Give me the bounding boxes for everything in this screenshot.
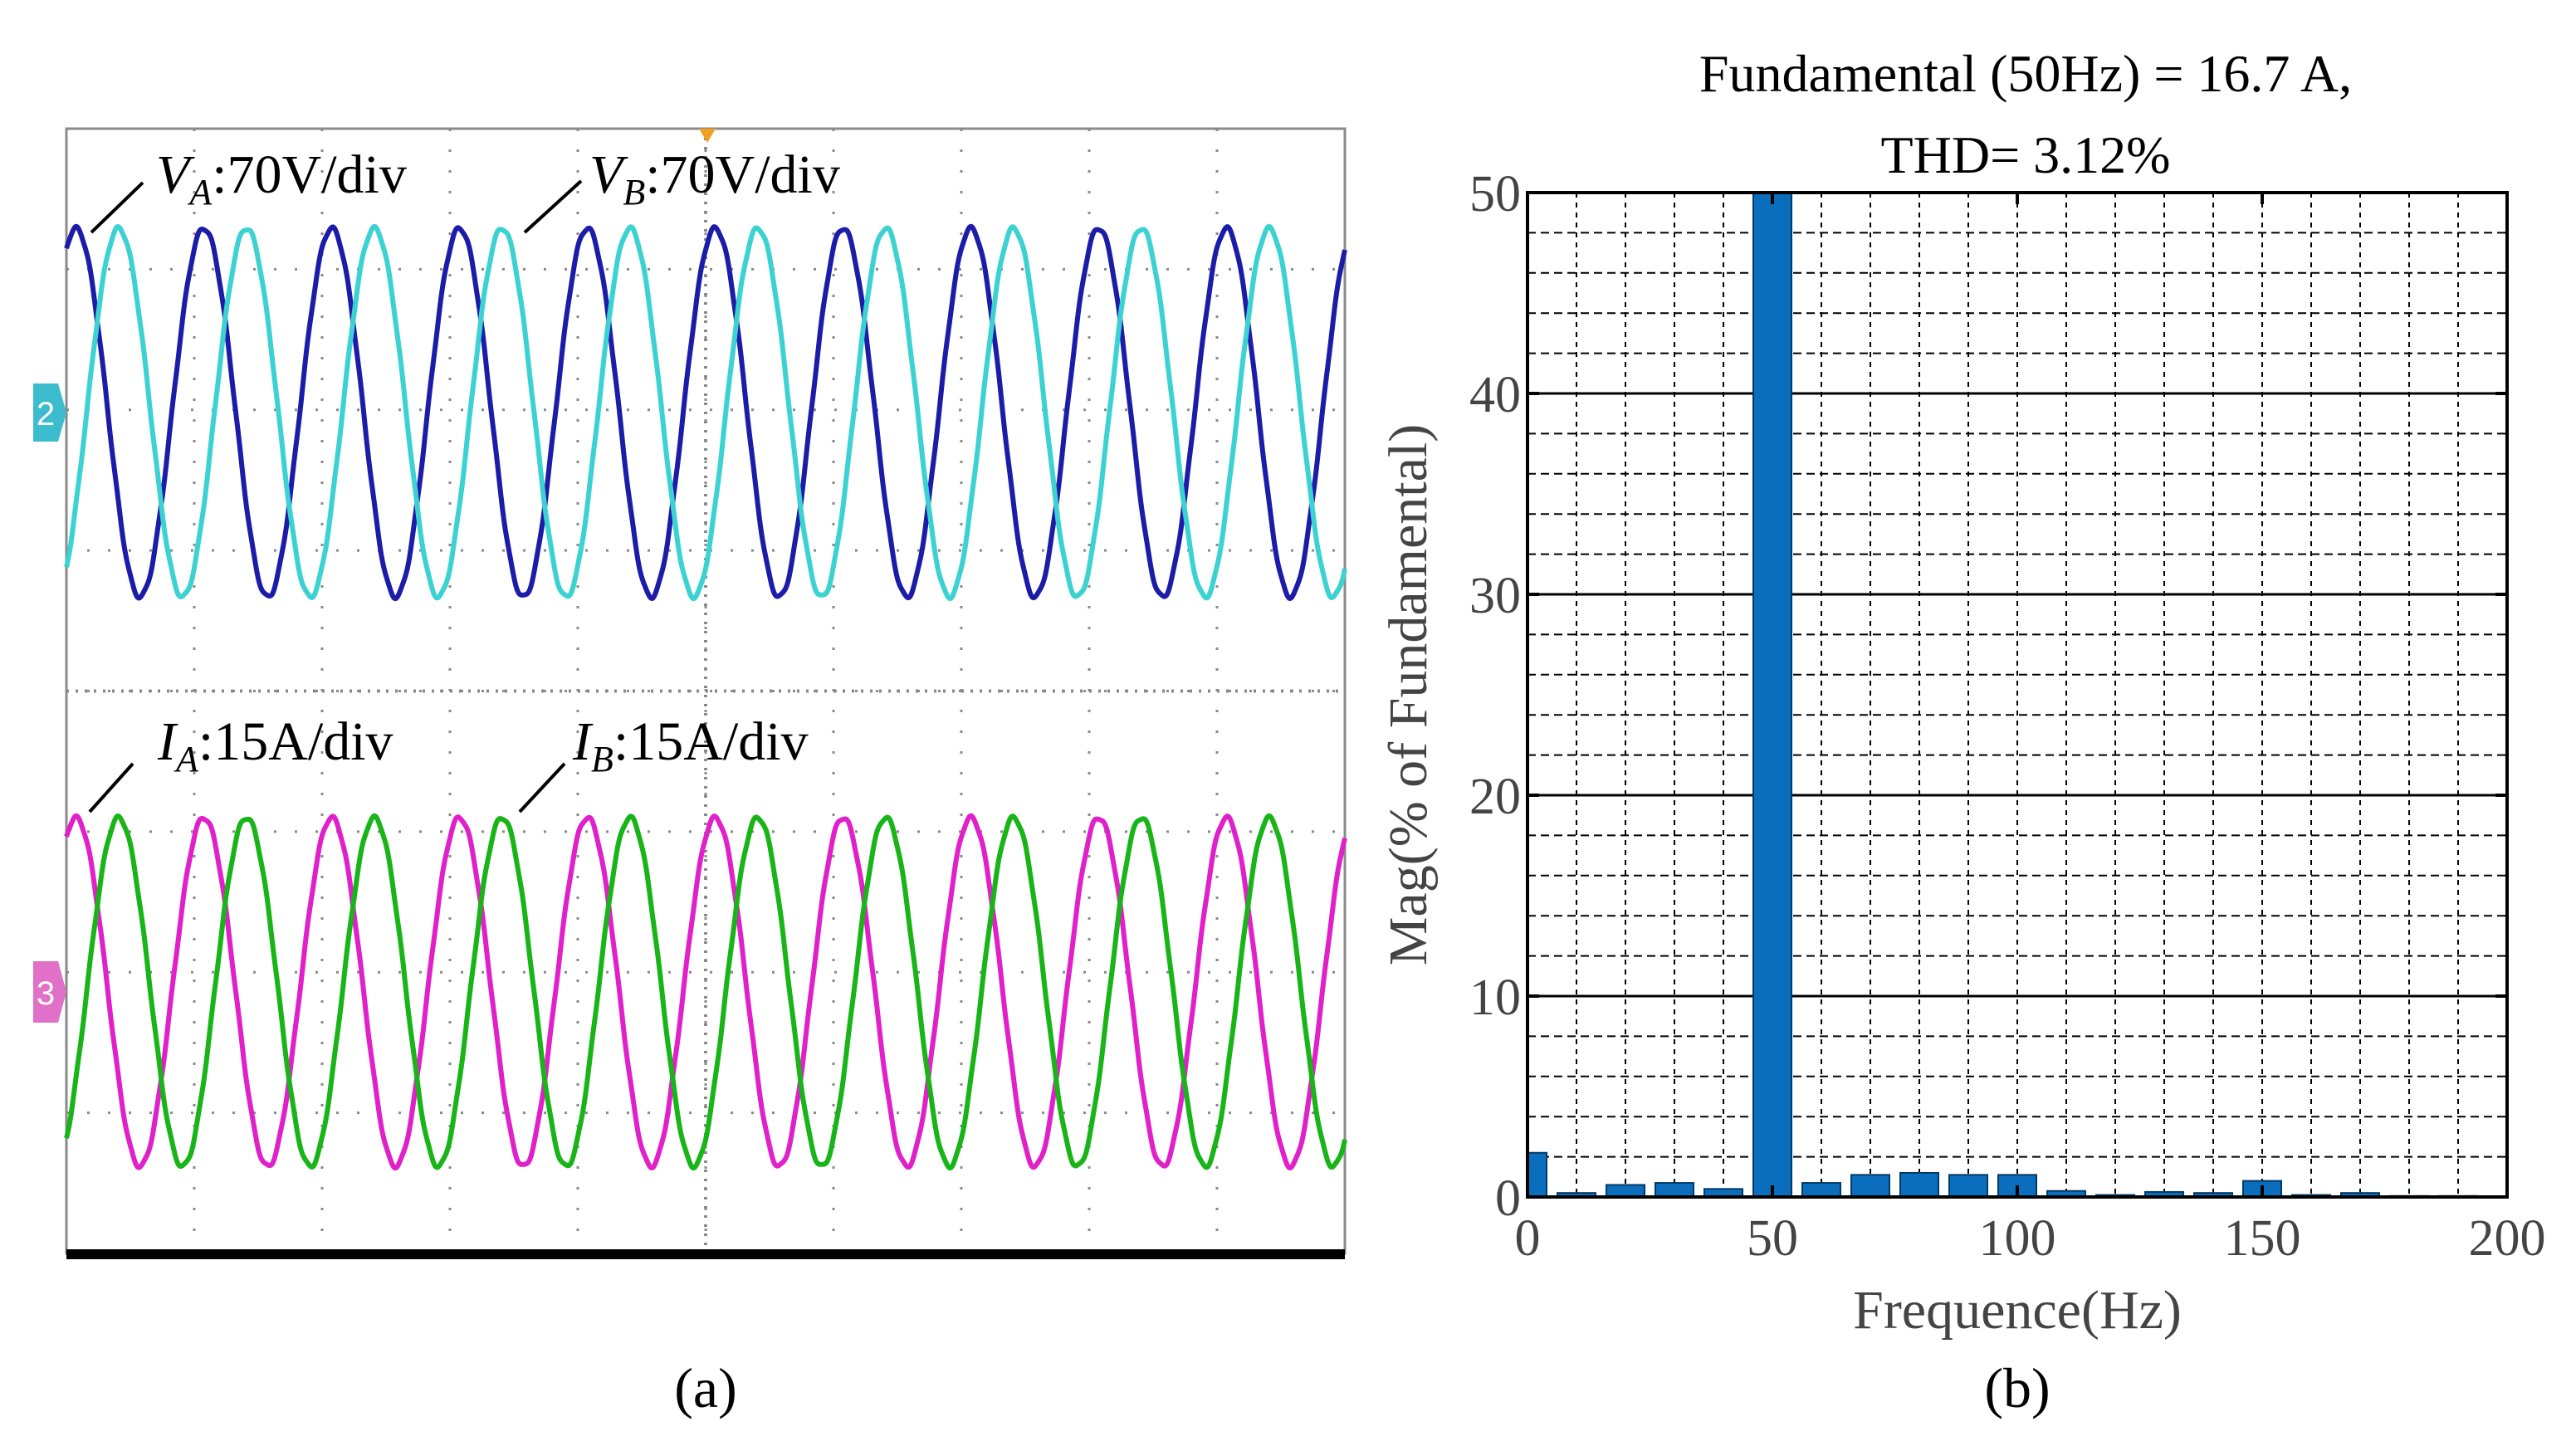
chart-bar bbox=[1654, 1182, 1695, 1199]
ia-leader-line bbox=[88, 762, 134, 813]
chart-bar bbox=[1850, 1174, 1891, 1199]
panel-a-caption: (a) bbox=[674, 1356, 736, 1419]
chart-ytick-label: 50 bbox=[1469, 166, 1521, 222]
chart-ytick-label: 40 bbox=[1469, 367, 1521, 423]
ib-waveform bbox=[64, 813, 1347, 1171]
chart-bar bbox=[1752, 192, 1793, 1198]
chart-xtick-label: 50 bbox=[1747, 1210, 1798, 1267]
chart-bar bbox=[1948, 1174, 1989, 1199]
chart-title-line1: Fundamental (50Hz) = 16.7 A, bbox=[1699, 44, 2352, 103]
chart-bar bbox=[1899, 1171, 1940, 1198]
ib-leader-line bbox=[518, 762, 566, 813]
chart-ytick-label: 20 bbox=[1469, 769, 1521, 825]
fft-chart-panel: Fundamental (50Hz) = 16.7 A, THD= 3.12% … bbox=[1378, 44, 2546, 1419]
scope-bottom-bar bbox=[66, 1249, 1345, 1259]
va-label: VA:70V/div bbox=[156, 144, 407, 213]
ia-label: IA:15A/div bbox=[157, 711, 393, 779]
chart-bar bbox=[1605, 1184, 1646, 1198]
vb-label: VB:70V/div bbox=[589, 144, 840, 213]
va-leader-line bbox=[90, 181, 144, 234]
channel-3-marker: 3 bbox=[33, 961, 66, 1023]
svg-text:3: 3 bbox=[37, 975, 55, 1012]
ib-label: IB:15A/div bbox=[572, 711, 809, 779]
chart-xlabel: Frequence(Hz) bbox=[1853, 1280, 2182, 1341]
chart-ylabel: Mag(% of Fundamental) bbox=[1378, 424, 1439, 966]
channel-2-marker: 2 bbox=[33, 383, 66, 442]
chart-xtick-label: 100 bbox=[1979, 1210, 2056, 1267]
chart-bar bbox=[1527, 1151, 1548, 1199]
chart-ytick-label: 10 bbox=[1469, 970, 1521, 1026]
trigger-marker bbox=[699, 129, 716, 143]
chart-xtick-label: 0 bbox=[1515, 1210, 1541, 1267]
chart-ticks: 0 50 100 150 200 0 10 20 30 40 50 bbox=[1469, 166, 2546, 1267]
oscilloscope-panel: 2 3 VA:70V/div VB:70V/div IA:15A/div IB:… bbox=[33, 127, 1347, 1419]
chart-xtick-label: 150 bbox=[2224, 1210, 2301, 1267]
chart-bars bbox=[1527, 192, 2479, 1199]
chart-title-line2: THD= 3.12% bbox=[1881, 125, 2171, 184]
ia-waveform bbox=[64, 813, 1347, 1171]
scope-grid bbox=[66, 129, 1345, 1253]
vb-waveform bbox=[64, 223, 1347, 602]
waveforms bbox=[64, 223, 1347, 1171]
vb-leader-line bbox=[523, 179, 583, 234]
chart-xtick-label: 200 bbox=[2469, 1210, 2546, 1267]
svg-text:2: 2 bbox=[37, 396, 55, 432]
chart-ytick-label: 30 bbox=[1469, 568, 1521, 624]
chart-ytick-label: 0 bbox=[1495, 1170, 1521, 1227]
chart-grid bbox=[1528, 193, 2507, 1197]
panel-b-caption: (b) bbox=[1984, 1356, 2050, 1419]
chart-bar bbox=[1801, 1182, 1842, 1199]
va-waveform bbox=[64, 223, 1347, 602]
